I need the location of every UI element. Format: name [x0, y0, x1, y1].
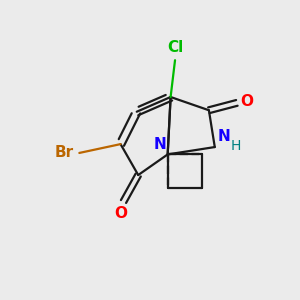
Text: N: N	[153, 137, 166, 152]
Text: Br: Br	[55, 146, 74, 160]
Text: H: H	[231, 139, 241, 153]
Text: O: O	[240, 94, 254, 109]
Text: N: N	[217, 129, 230, 144]
Text: Cl: Cl	[167, 40, 183, 55]
Text: O: O	[114, 206, 127, 221]
